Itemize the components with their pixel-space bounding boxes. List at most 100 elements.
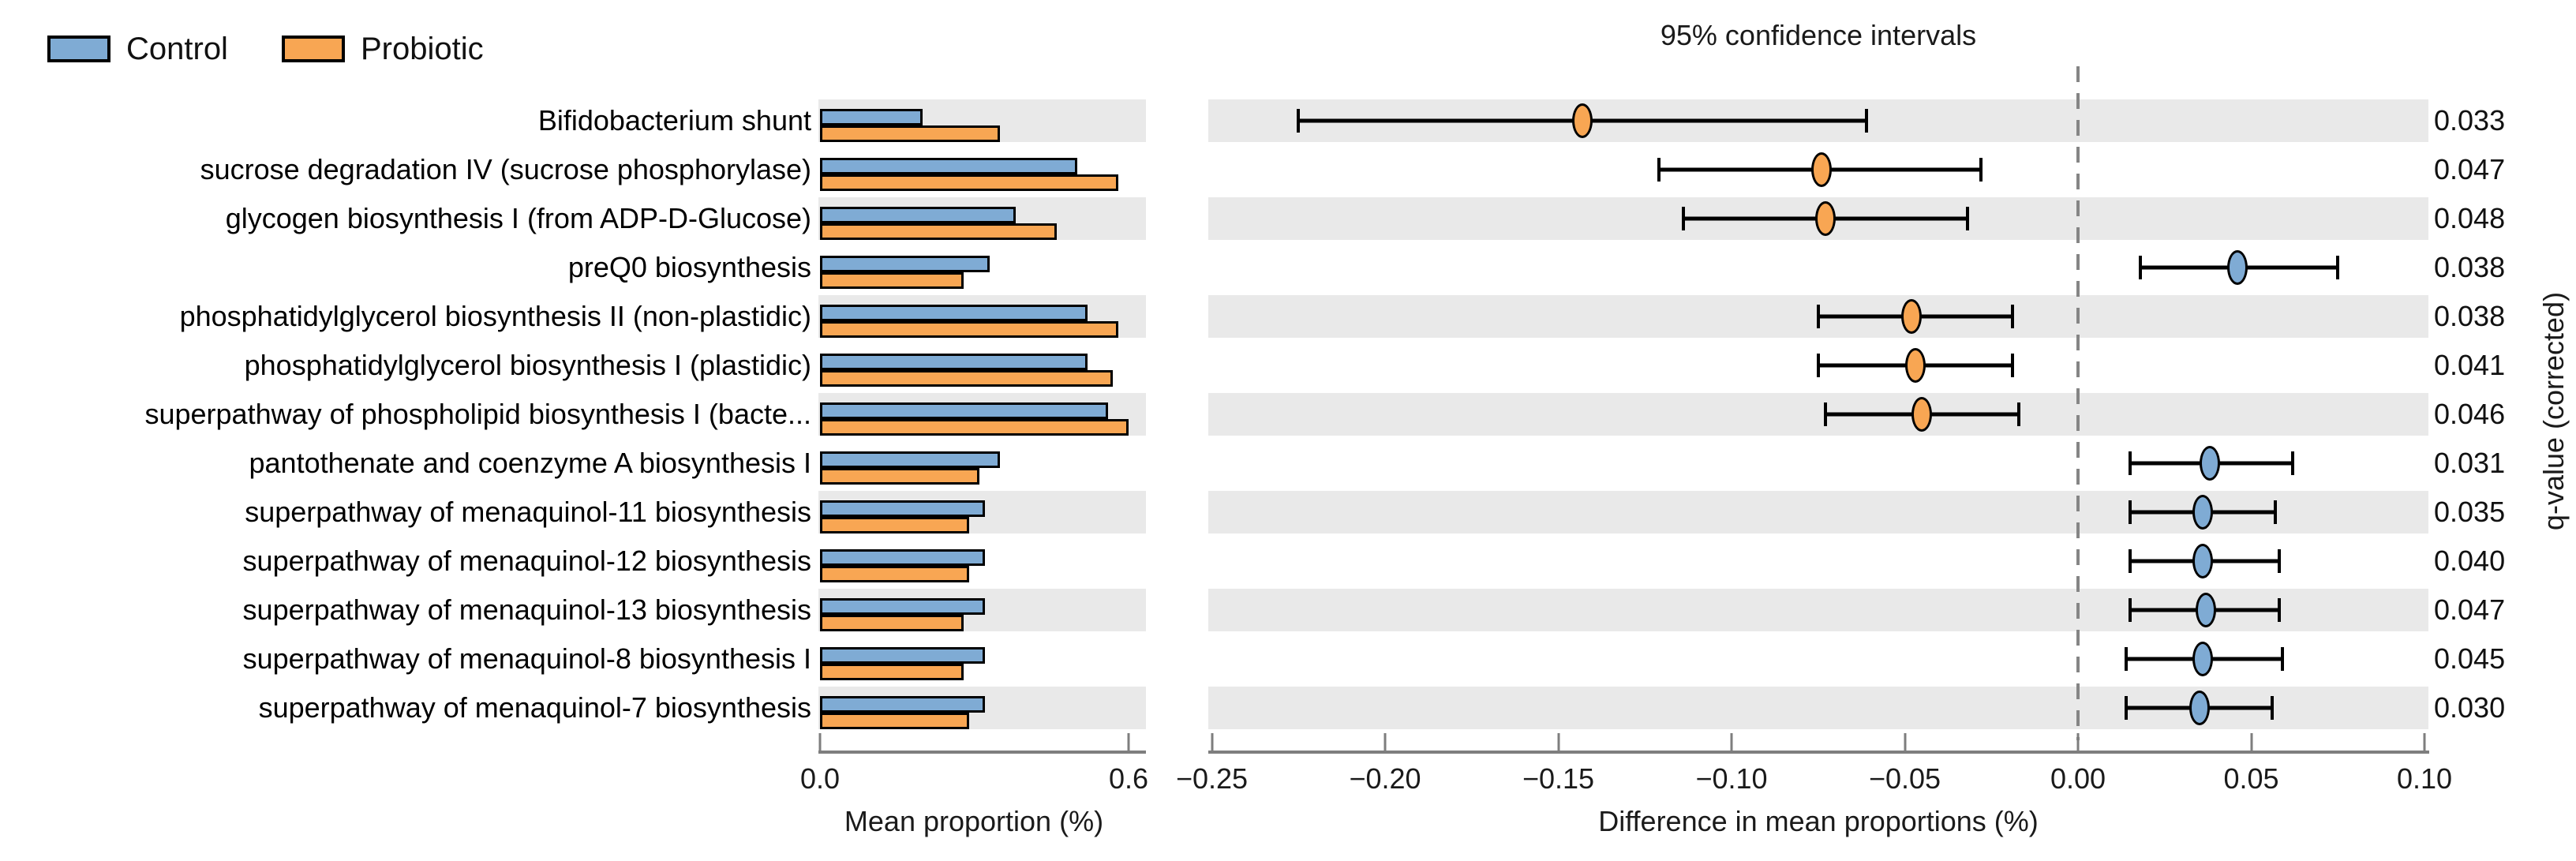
ci-cap-low (2125, 647, 2129, 671)
control-bar (820, 158, 1077, 174)
ci-cap-high (1865, 109, 1869, 133)
category-label: superpathway of menaquinol-11 biosynthes… (245, 496, 811, 528)
control-bar (820, 402, 1108, 419)
left-x-axis (818, 751, 1146, 754)
q-value: 0.035 (2434, 496, 2506, 528)
q-value: 0.033 (2434, 104, 2506, 137)
row-stripe-right (1208, 393, 2428, 436)
ci-cap-high (2274, 500, 2278, 524)
probiotic-bar (820, 566, 969, 582)
probiotic-swatch (281, 36, 345, 62)
left-x-axis-title: Mean proportion (%) (844, 805, 1104, 837)
control-bar (820, 598, 985, 615)
control-bar (820, 451, 1001, 468)
probiotic-bar (820, 321, 1118, 338)
probiotic-bar (820, 174, 1118, 191)
control-bar (820, 109, 923, 125)
q-value: 0.046 (2434, 398, 2506, 430)
ci-mean-marker (1811, 152, 1833, 187)
ci-mean-marker (1572, 103, 1593, 138)
probiotic-bar (820, 517, 969, 533)
category-label: superpathway of phospholipid biosynthesi… (144, 398, 811, 430)
ci-mean-marker (1814, 201, 1836, 236)
right-axis-tick (2250, 733, 2252, 751)
control-swatch (47, 36, 110, 62)
category-label: pantothenate and coenzyme A biosynthesis… (249, 447, 812, 479)
left-axis-tick-label: 0.0 (799, 762, 841, 795)
ci-mean-marker (2196, 593, 2217, 627)
q-value: 0.038 (2434, 251, 2506, 283)
right-axis-tick (1383, 733, 1387, 751)
control-bar (820, 207, 1016, 223)
category-label: superpathway of menaquinol-8 biosynthesi… (242, 642, 811, 675)
ci-cap-high (2336, 256, 2340, 279)
probiotic-bar (820, 615, 964, 631)
category-label: glycogen biosynthesis I (from ADP-D-Gluc… (225, 202, 811, 234)
ci-cap-low (1816, 305, 1820, 328)
ci-cap-high (2291, 451, 2295, 475)
right-axis-tick (1557, 733, 1559, 751)
q-value: 0.031 (2434, 447, 2506, 479)
ci-cap-low (2128, 549, 2132, 573)
probiotic-bar (820, 664, 964, 680)
ci-mean-marker (1911, 397, 1933, 432)
right-axis-tick-label: 0.00 (2050, 762, 2106, 795)
q-value: 0.047 (2434, 153, 2506, 185)
category-label: superpathway of menaquinol-7 biosynthesi… (258, 691, 811, 724)
ci-cap-high (1979, 158, 1983, 182)
right-axis-tick (1730, 733, 1733, 751)
ci-cap-low (2125, 696, 2129, 720)
ci-mean-marker (2226, 250, 2248, 285)
q-value: 0.040 (2434, 545, 2506, 577)
q-value: 0.038 (2434, 300, 2506, 332)
q-value: 0.048 (2434, 202, 2506, 234)
ci-mean-marker (2192, 544, 2214, 578)
probiotic-bar (820, 223, 1057, 240)
right-axis-tick-label: −0.10 (1695, 762, 1768, 795)
ci-cap-low (1816, 354, 1820, 377)
control-bar (820, 549, 985, 566)
right-axis-tick-label: −0.05 (1868, 762, 1941, 795)
probiotic-bar (820, 419, 1129, 436)
control-bar (820, 500, 985, 517)
ci-cap-high (2281, 647, 2284, 671)
ci-cap-high (2010, 305, 2014, 328)
probiotic-bar (820, 272, 964, 289)
legend: Control Probiotic (47, 33, 484, 65)
left-axis-tick (818, 733, 822, 751)
ci-cap-high (2277, 598, 2281, 622)
ci-cap-low (2128, 500, 2132, 524)
qvalue-axis-title: q-value (corrected) (2537, 291, 2570, 531)
q-value: 0.045 (2434, 642, 2506, 675)
control-bar (820, 256, 990, 272)
control-bar (820, 305, 1088, 321)
right-axis-tick (2076, 733, 2080, 751)
ci-cap-low (1681, 207, 1685, 230)
right-axis-tick-label: 0.10 (2396, 762, 2453, 795)
right-x-axis-title: Difference in mean proportions (%) (1598, 805, 2039, 837)
ci-cap-high (2277, 549, 2281, 573)
probiotic-bar (820, 713, 969, 729)
ci-mean-marker (2188, 691, 2210, 725)
ci-mean-marker (2192, 642, 2214, 676)
right-axis-tick (1211, 733, 1213, 751)
right-axis-tick-label: −0.25 (1175, 762, 1249, 795)
probiotic-bar (820, 370, 1114, 387)
right-x-axis (1208, 751, 2429, 754)
ci-mean-marker (1901, 299, 1923, 334)
category-label: sucrose degradation IV (sucrose phosphor… (200, 153, 811, 185)
control-bar (820, 647, 985, 664)
legend-item-control: Control (47, 33, 228, 65)
legend-item-probiotic: Probiotic (281, 33, 484, 65)
q-value: 0.041 (2434, 349, 2506, 381)
ci-cap-high (1965, 207, 1969, 230)
zero-reference-line (2076, 66, 2080, 740)
ci-cap-low (2128, 598, 2132, 622)
ci-panel-title: 95% confidence intervals (1660, 19, 1977, 51)
right-axis-tick-label: −0.20 (1349, 762, 1421, 795)
left-axis-tick-label: 0.6 (1108, 762, 1149, 795)
ci-mean-marker (2192, 495, 2214, 530)
probiotic-bar (820, 468, 980, 485)
q-value: 0.030 (2434, 691, 2506, 724)
